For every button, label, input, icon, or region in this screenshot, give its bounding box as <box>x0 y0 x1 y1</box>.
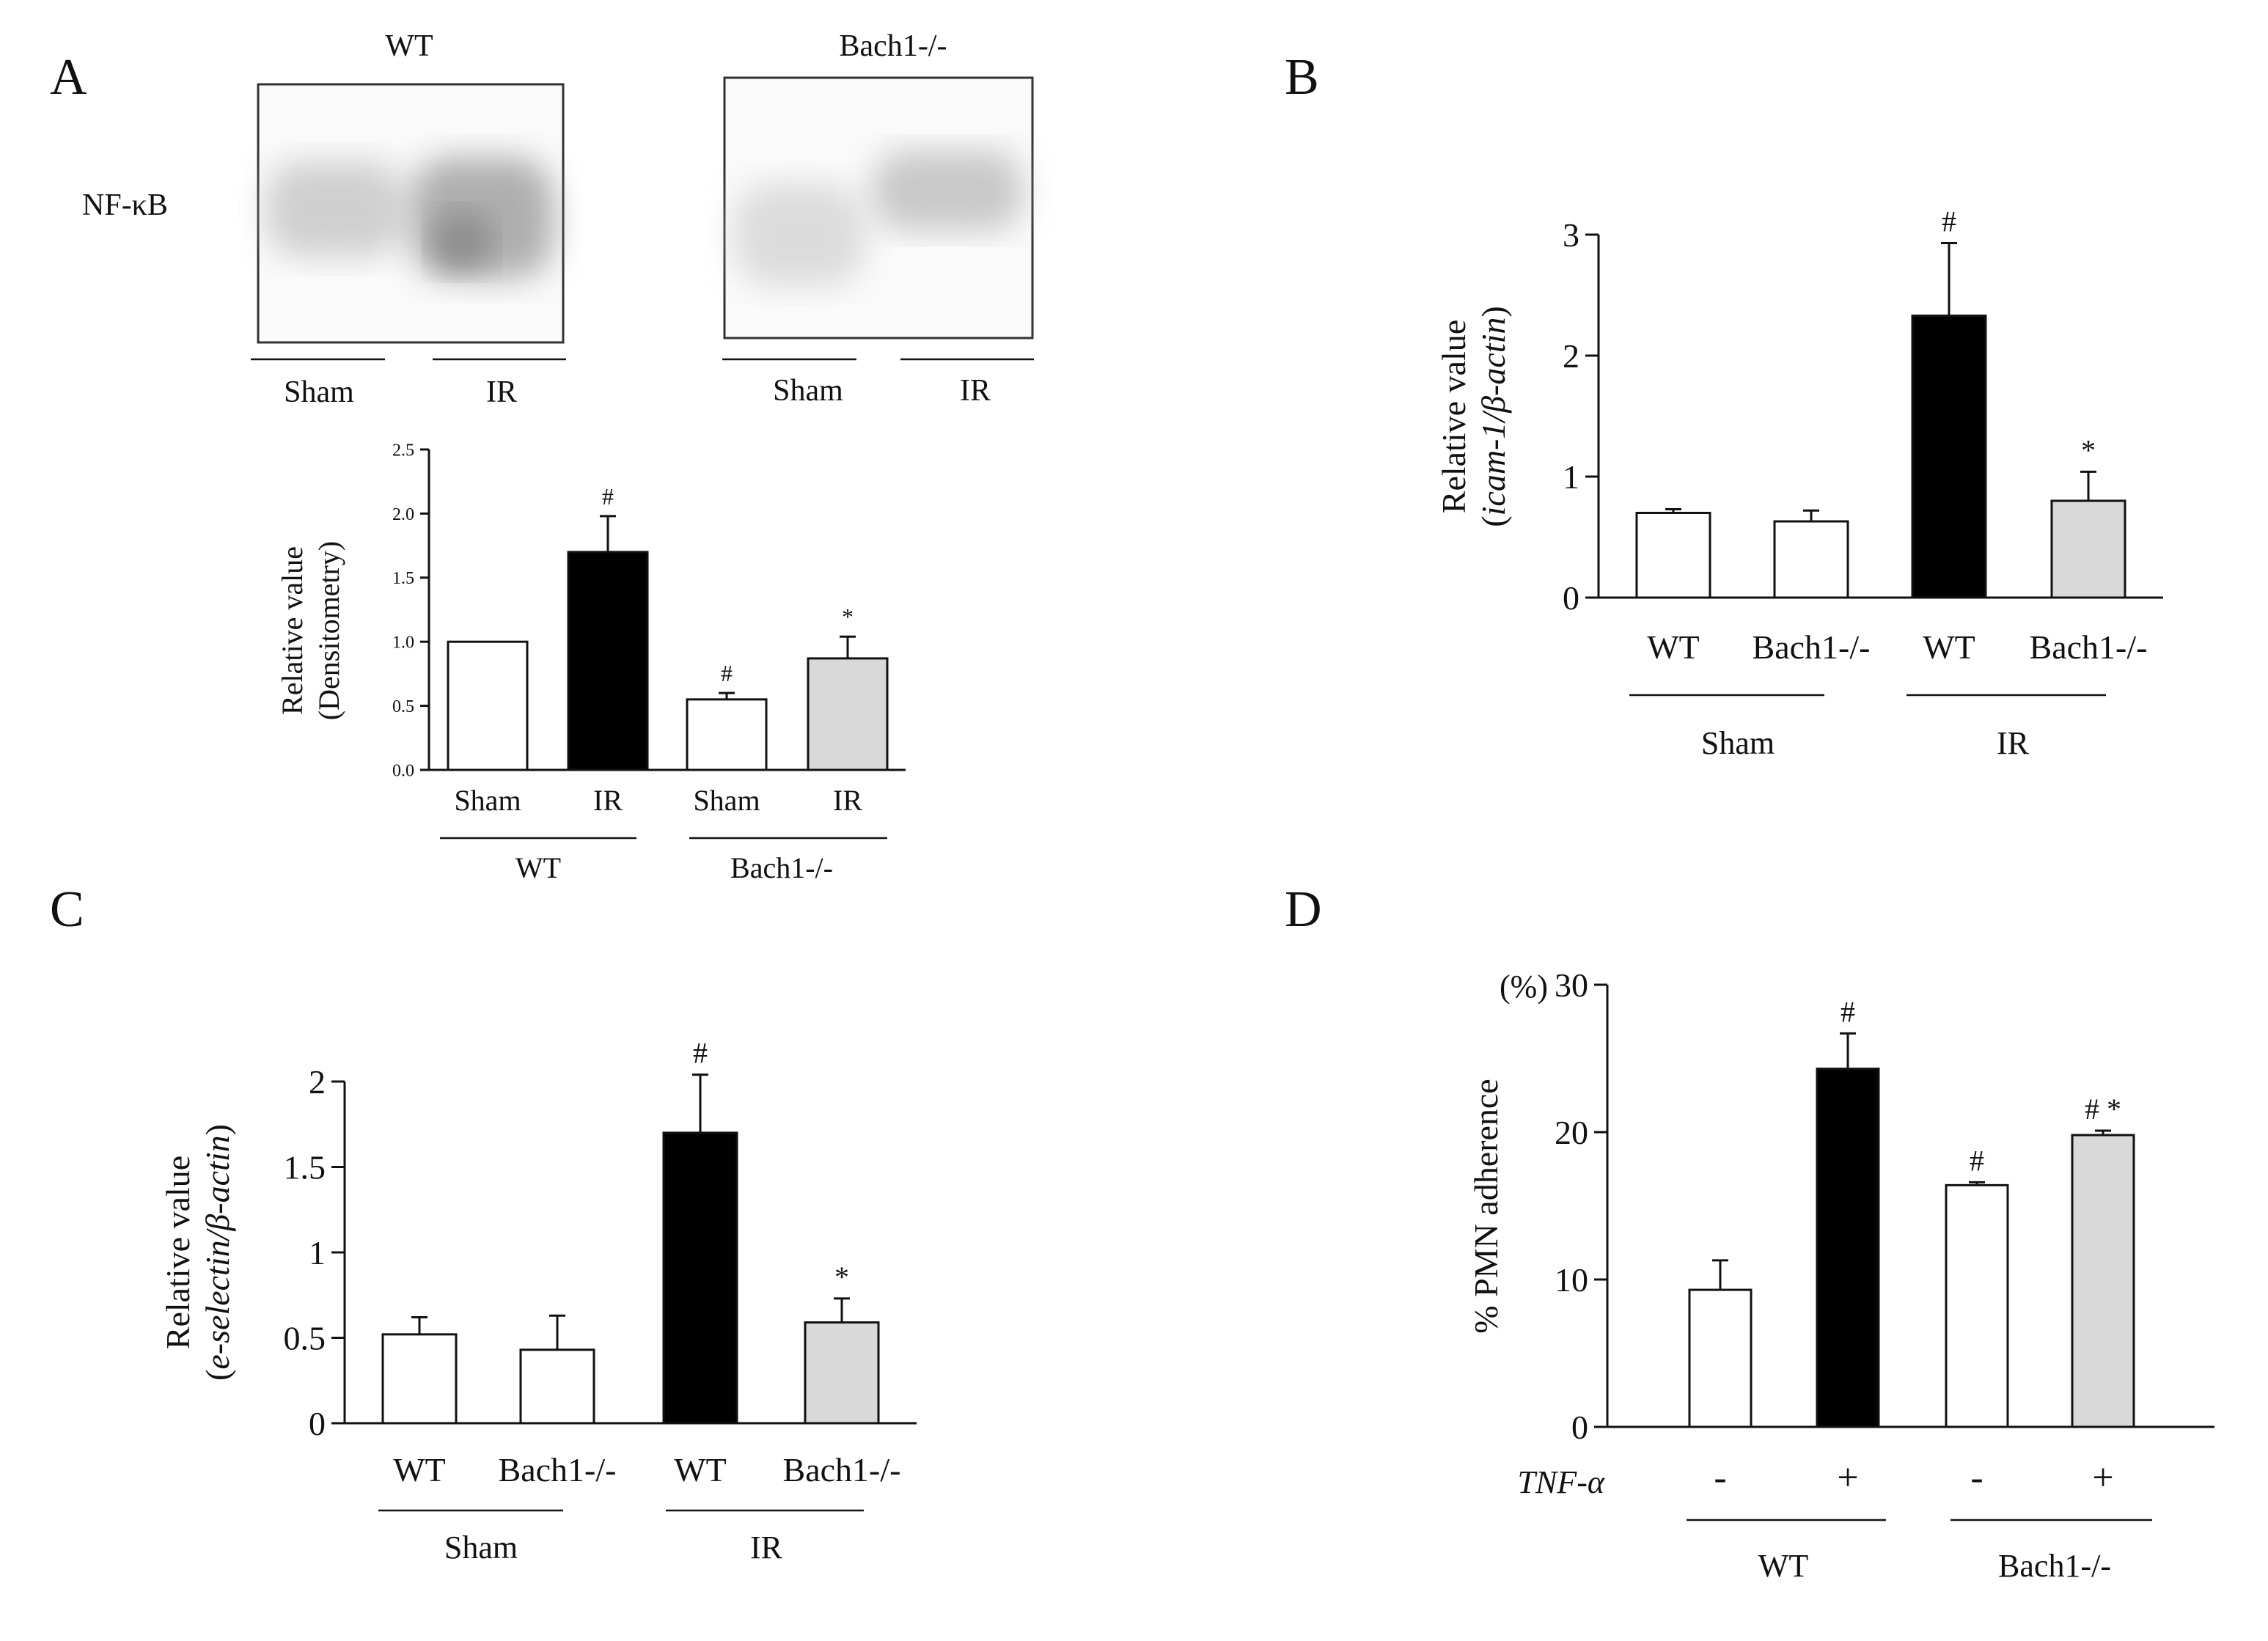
y-tick-label-c: 2 <box>309 1063 326 1101</box>
category-label-b: WT <box>1647 628 1700 666</box>
y-tick-label-a: 0.0 <box>392 761 414 780</box>
bar-b <box>1911 315 1987 599</box>
category-label-d: - <box>1714 1457 1726 1499</box>
significance-mark-a: # <box>602 483 614 510</box>
y-axis-label-d: % PMN adherence <box>1467 1079 1505 1333</box>
group-label-b-ir: IR <box>1997 725 2030 761</box>
significance-mark-d: # <box>1970 1144 1984 1177</box>
significance-mark-a: * <box>842 603 854 630</box>
chart-b-icam1: 0 1 2 3 Relative value(icam-1/β-actin) WT Bach… <box>1435 205 2163 666</box>
bar-b <box>2050 499 2126 599</box>
lane-label-bach1-sham: Sham <box>773 374 843 408</box>
bar-b <box>1635 512 1711 599</box>
panel-letter-a: A <box>50 49 87 106</box>
bar-a <box>567 551 649 771</box>
y-tick-label-a: 0.5 <box>392 697 414 716</box>
y-tick-label-c: 0 <box>309 1405 326 1442</box>
chart-d-pmn-adherence: 0 10 20 30 % PMN adherence - # + # - # * + <box>1467 966 2214 1499</box>
y-tick-label-c: 0.5 <box>284 1320 326 1357</box>
category-label-c: WT <box>393 1451 446 1488</box>
bar-b <box>1773 520 1849 599</box>
bar-d <box>1816 1068 1880 1428</box>
category-label-d: + <box>2092 1457 2113 1499</box>
bar-d <box>1945 1183 2009 1428</box>
y-tick-label-b: 2 <box>1563 337 1579 375</box>
category-label-b: WT <box>1923 628 1975 666</box>
y-axis-label2-a: (Densitometry) <box>312 541 345 720</box>
category-label-c: WT <box>674 1451 727 1488</box>
bar-a <box>807 657 889 771</box>
category-label-d: + <box>1837 1457 1858 1499</box>
blot-area: NF-κB WT Sham IR Bach1-/- Sham IR <box>82 29 1034 409</box>
category-label-a: Sham <box>693 784 760 817</box>
y-tick-label-a: 1.0 <box>392 634 414 653</box>
group-label-a-wt: WT <box>515 851 561 884</box>
category-label-a: Sham <box>454 784 521 817</box>
category-label-b: Bach1-/- <box>1753 628 1871 666</box>
blot-image-wt <box>257 83 565 344</box>
bar-c <box>519 1348 595 1425</box>
lane-label-bach1-ir: IR <box>960 374 991 408</box>
unit-label-d: (%) <box>1500 969 1548 1005</box>
significance-mark-d: # * <box>2085 1093 2121 1126</box>
category-label-c: Bach1-/- <box>783 1451 901 1488</box>
significance-mark-b: * <box>2081 433 2096 466</box>
bar-a <box>447 640 529 771</box>
y-tick-label-d: 0 <box>1571 1409 1588 1446</box>
y-tick-label-b: 0 <box>1563 579 1579 617</box>
bar-d <box>1688 1288 1753 1428</box>
blot-row-label: NF-κB <box>82 188 168 222</box>
y-tick-label-c: 1.5 <box>284 1149 326 1186</box>
significance-mark-c: # <box>693 1037 708 1070</box>
y-tick-label-a: 2.5 <box>392 441 414 460</box>
bar-a <box>686 698 768 771</box>
chart-c-eselectin: 0 0.5 1 1.5 2 Relative value(e-selectin/β-act… <box>159 1037 917 1488</box>
bar-c <box>804 1321 880 1425</box>
panel-letter-c: C <box>50 881 84 938</box>
significance-mark-a: # <box>721 660 733 686</box>
y-axis-label-b: Relative value <box>1435 320 1472 513</box>
group-label-c-sham: Sham <box>444 1530 518 1565</box>
row-label-d-tnf: TNF-α <box>1518 1464 1605 1500</box>
category-label-b: Bach1-/- <box>2030 628 2148 666</box>
bar-d <box>2071 1134 2135 1428</box>
chart-a-densitometry: 0.0 0.5 1.0 1.5 2.0 2.5 Relative value (Densito… <box>276 441 906 817</box>
y-tick-label-a: 1.5 <box>392 569 414 588</box>
y-axis-label2-c: (e-selectin/β-actin) <box>199 1124 236 1381</box>
significance-mark-d: # <box>1841 995 1855 1028</box>
category-label-d: - <box>1970 1457 1983 1499</box>
category-label-a: IR <box>593 784 623 817</box>
y-tick-label-b: 3 <box>1563 216 1579 254</box>
y-axis-label2-b: (icam-1/β-actin) <box>1475 306 1512 526</box>
y-tick-label-d: 10 <box>1555 1261 1588 1299</box>
blot-title-bach1: Bach1-/- <box>840 29 947 63</box>
y-tick-label-d: 20 <box>1555 1114 1588 1151</box>
y-tick-label-b: 1 <box>1563 458 1579 496</box>
y-axis-label-a: Relative value <box>276 546 309 715</box>
group-label-d-wt: WT <box>1758 1548 1809 1584</box>
bar-c <box>662 1131 738 1425</box>
blot-title-wt: WT <box>385 29 433 63</box>
panel-letter-b: B <box>1285 49 1319 106</box>
bar-c <box>381 1333 458 1425</box>
y-tick-label-d: 30 <box>1555 966 1588 1004</box>
lane-label-wt-ir: IR <box>486 375 517 409</box>
significance-mark-c: * <box>834 1260 849 1293</box>
blot-image-bach1 <box>723 76 1034 339</box>
category-label-c: Bach1-/- <box>499 1451 617 1488</box>
y-tick-label-a: 2.0 <box>392 505 414 524</box>
y-axis-label-c: Relative value <box>159 1156 197 1349</box>
group-label-c-ir: IR <box>750 1530 783 1565</box>
lane-label-wt-sham: Sham <box>284 375 354 409</box>
group-label-b-sham: Sham <box>1701 725 1775 761</box>
group-label-a-bach1: Bach1-/- <box>730 851 833 884</box>
panel-letter-d: D <box>1285 881 1322 938</box>
significance-mark-b: # <box>1942 205 1956 238</box>
category-label-a: IR <box>833 784 862 817</box>
group-label-d-bach1: Bach1-/- <box>1998 1548 2111 1584</box>
y-tick-label-c: 1 <box>309 1234 326 1271</box>
